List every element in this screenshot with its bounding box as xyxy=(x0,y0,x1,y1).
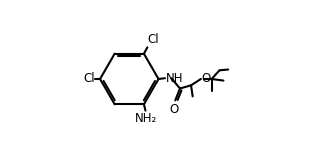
Text: NH: NH xyxy=(166,72,183,85)
Text: NH₂: NH₂ xyxy=(135,112,157,125)
Text: O: O xyxy=(170,103,179,116)
Text: O: O xyxy=(202,72,211,85)
Text: Cl: Cl xyxy=(83,73,94,85)
Text: Cl: Cl xyxy=(148,33,160,46)
